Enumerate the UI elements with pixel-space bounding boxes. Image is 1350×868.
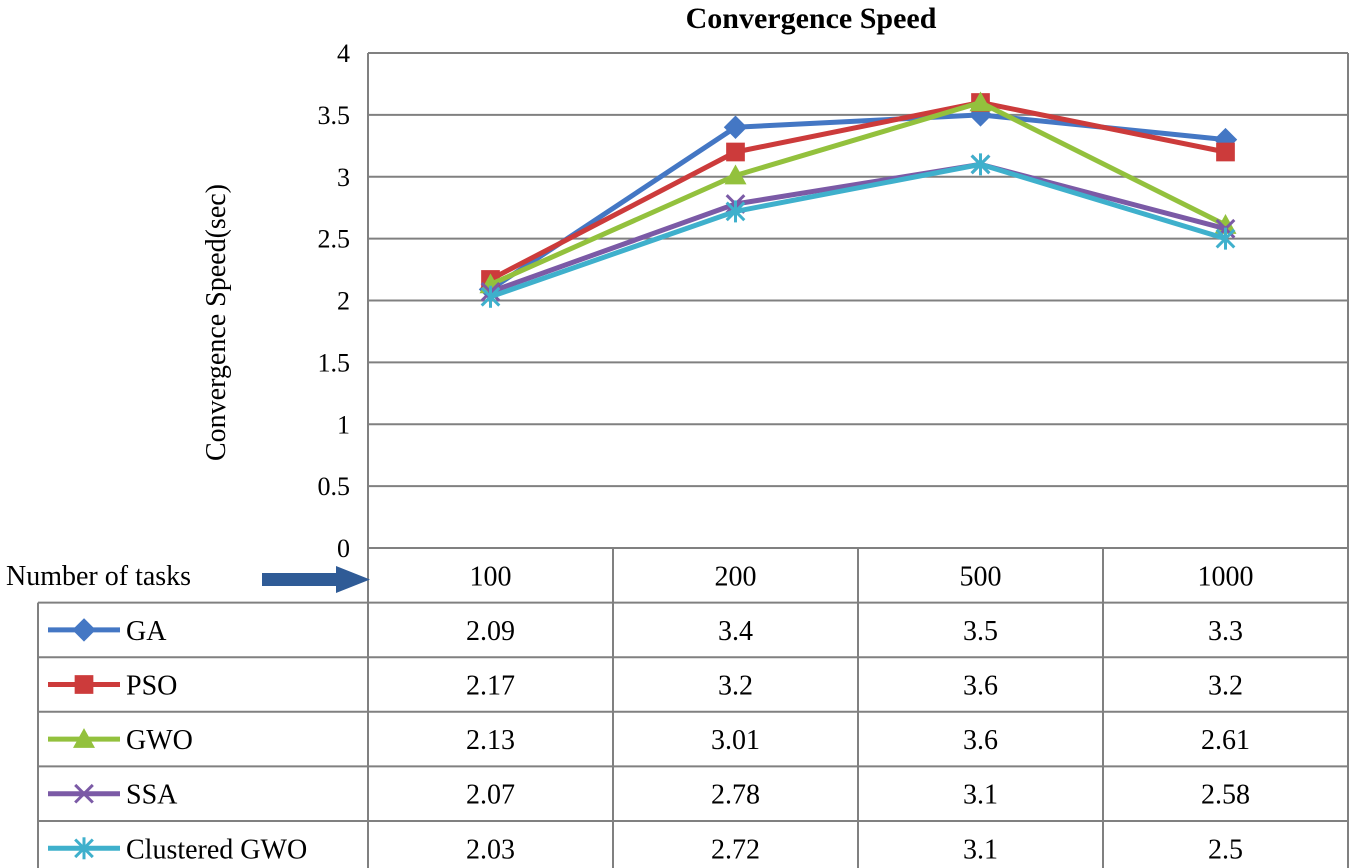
y-tick-labels: 0 0.5 1 1.5 2 2.5 3 3.5 4 bbox=[318, 39, 351, 563]
data-label: 3.1 bbox=[963, 780, 998, 811]
data-label: 3.4 bbox=[718, 616, 753, 647]
y-tick-label: 2 bbox=[337, 287, 350, 316]
y-tick-label: 3.5 bbox=[318, 101, 351, 130]
data-point bbox=[726, 142, 745, 162]
x-tick-label: 200 bbox=[715, 561, 757, 592]
series-layer bbox=[478, 91, 1238, 308]
data-label: 2.78 bbox=[711, 780, 760, 811]
data-label: 2.03 bbox=[466, 834, 515, 865]
legend-key-marker bbox=[74, 675, 94, 694]
legend-key-marker bbox=[74, 783, 94, 804]
table-row: GWO 2.13 3.01 3.6 2.61 bbox=[48, 725, 1250, 756]
x-tick-label: 500 bbox=[960, 561, 1002, 592]
data-label: 2.5 bbox=[1208, 834, 1243, 865]
data-point bbox=[1215, 227, 1236, 250]
data-label: 3.3 bbox=[1208, 616, 1243, 647]
legend-entry: GWO bbox=[126, 725, 193, 756]
table-row: PSO 2.17 3.2 3.6 3.2 bbox=[48, 671, 1243, 702]
x-axis-title: Number of tasks bbox=[6, 561, 191, 592]
x-tick-label: 100 bbox=[470, 561, 512, 592]
series-line bbox=[489, 100, 1227, 287]
data-point bbox=[480, 285, 501, 308]
data-label: 2.58 bbox=[1201, 780, 1250, 811]
data-label: 3.6 bbox=[963, 671, 998, 702]
data-label: 3.6 bbox=[963, 725, 998, 756]
legend-entry: SSA bbox=[126, 780, 178, 811]
chart-title: Convergence Speed bbox=[686, 2, 937, 35]
table-row: SSA 2.07 2.78 3.1 2.58 bbox=[48, 780, 1250, 811]
data-label: 3.01 bbox=[711, 725, 760, 756]
data-point bbox=[724, 164, 747, 185]
data-point bbox=[969, 91, 992, 112]
data-point bbox=[1216, 142, 1235, 162]
data-label: 3.2 bbox=[718, 671, 753, 702]
data-point bbox=[970, 153, 991, 176]
y-tick-label: 0.5 bbox=[318, 472, 351, 501]
y-tick-label: 0 bbox=[337, 534, 350, 563]
y-tick-label: 3 bbox=[337, 163, 350, 192]
table-row: GA 2.09 3.4 3.5 3.3 bbox=[48, 616, 1243, 647]
data-label: 3.1 bbox=[963, 834, 998, 865]
legend-key-marker bbox=[74, 837, 94, 860]
data-table: 100 200 500 1000 GA 2.09 3.4 3.5 3.3 PSO 2.17 3.2 3.… bbox=[37, 547, 1349, 868]
data-label: 3.2 bbox=[1208, 671, 1243, 702]
legend-key-marker bbox=[72, 618, 96, 642]
series-line bbox=[489, 100, 1226, 282]
data-point bbox=[725, 200, 746, 223]
series-line bbox=[489, 161, 1227, 295]
legend-key-marker bbox=[73, 728, 95, 748]
series-clustered-gwo bbox=[480, 153, 1236, 308]
data-label: 2.07 bbox=[466, 780, 515, 811]
grid-layer bbox=[367, 52, 1349, 548]
data-label: 3.5 bbox=[963, 616, 998, 647]
arrow-right-icon bbox=[262, 566, 370, 593]
y-tick-label: 1.5 bbox=[318, 348, 351, 377]
legend-entry: PSO bbox=[126, 671, 177, 702]
table-row: Clustered GWO 2.03 2.72 3.1 2.5 bbox=[48, 834, 1243, 865]
x-axis-title-group: Number of tasks bbox=[6, 561, 370, 593]
data-label: 2.09 bbox=[466, 616, 515, 647]
data-label: 2.72 bbox=[711, 834, 760, 865]
legend-entry: GA bbox=[126, 616, 167, 647]
y-axis-title: Convergence Speed(sec) bbox=[201, 184, 232, 461]
data-label: 2.13 bbox=[466, 725, 515, 756]
legend-entry: Clustered GWO bbox=[126, 834, 307, 865]
data-point bbox=[723, 115, 748, 139]
series-line bbox=[489, 161, 1227, 300]
data-label: 2.61 bbox=[1201, 725, 1250, 756]
y-tick-label: 4 bbox=[337, 39, 350, 68]
y-tick-label: 1 bbox=[337, 410, 350, 439]
x-tick-label: 1000 bbox=[1198, 561, 1254, 592]
data-label: 2.17 bbox=[466, 671, 515, 702]
y-tick-label: 2.5 bbox=[318, 225, 351, 254]
